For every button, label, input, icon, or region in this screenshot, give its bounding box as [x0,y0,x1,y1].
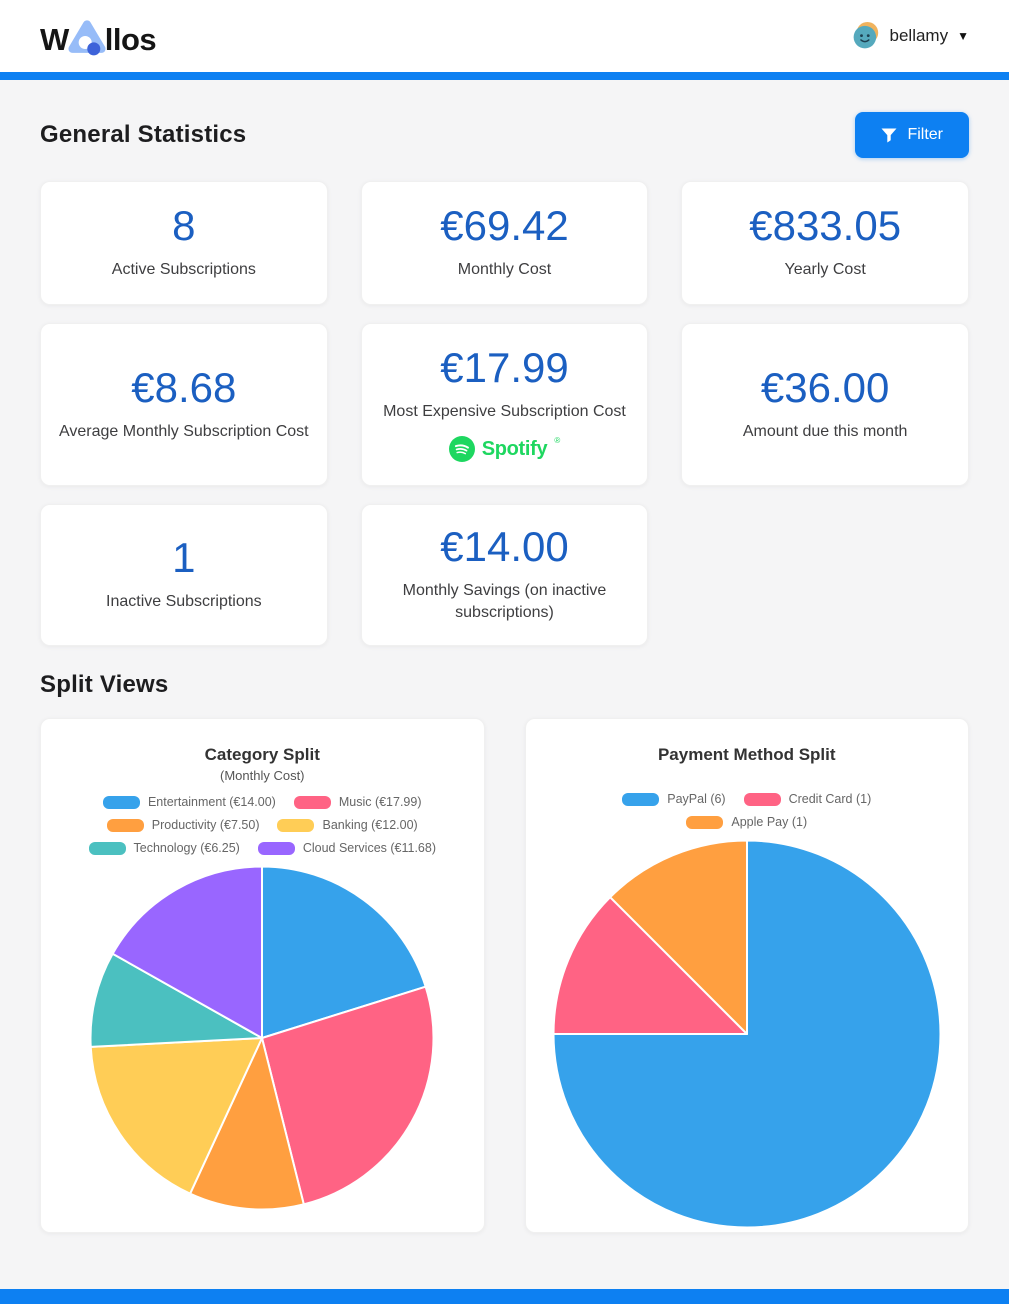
legend-label: Entertainment (€14.00) [147,795,276,809]
legend-label: Music (€17.99) [338,795,422,809]
stat-label: Amount due this month [742,422,908,440]
chart-title: Payment Method Split [657,745,836,764]
legend-swatch [686,815,724,829]
user-avatar [850,21,881,51]
legend-swatch [88,841,126,855]
stat-value: 8 [172,202,196,250]
stat-value: €36.00 [760,363,890,411]
pie-container [57,865,468,1211]
pie-slice-entertainment[interactable] [261,865,427,1039]
pie-slice-music[interactable] [261,985,435,1206]
legend-swatch [293,795,331,809]
stats-grid: 8 Active Subscriptions €69.42 Monthly Co… [40,181,969,646]
app-header: W llos bellamy ▼ [0,0,1009,72]
spotify-trademark: ® [554,436,561,446]
stat-label: Monthly Savings (on inactive subscriptio… [402,582,607,621]
stat-value: €14.00 [440,523,569,571]
payment-method-split-card: Payment Method Split PayPal (6) Credit Ca… [524,718,969,1233]
stat-card-inactive-subscriptions: 1 Inactive Subscriptions [40,504,328,646]
pie-container [542,839,953,1229]
header-accent-bar [0,72,1009,80]
logo-text-llos: llos [104,22,157,57]
legend-label: Banking (€12.00) [322,818,418,832]
pie-slice-technology[interactable] [89,952,264,1048]
category-split-card: Category Split (Monthly Cost) Entertainm… [40,718,485,1233]
stat-label: Average Monthly Subscription Cost [59,422,309,440]
stat-label: Inactive Subscriptions [106,593,262,611]
legend-item-apple-pay[interactable]: Apple Pay (1) [686,815,807,829]
stat-card-yearly-cost: €833.05 Yearly Cost [681,181,969,305]
filter-button-label: Filter [907,126,943,143]
legend-swatch [257,841,295,855]
username: bellamy [889,26,949,45]
legend-item-paypal[interactable]: PayPal (6) [622,792,726,806]
stat-card-amount-due: €36.00 Amount due this month [681,323,969,486]
spotify-icon [448,436,475,463]
legend-swatch [277,818,315,832]
legend-swatch [102,795,140,809]
pie-slice-banking[interactable] [89,1037,264,1195]
legend-label: Cloud Services (€11.68) [302,841,436,855]
legend-item-banking[interactable]: Banking (€12.00) [277,818,418,832]
filter-button[interactable]: Filter [855,112,969,158]
legend-label: PayPal (6) [667,792,726,806]
stat-card-most-expensive: €17.99 Most Expensive Subscription Cost … [360,323,649,486]
legend-swatch [106,818,144,832]
stat-value: €69.42 [440,202,569,250]
stat-label: Yearly Cost [784,261,866,279]
chart-legend: PayPal (6) Credit Card (1) Apple Pay (1) [555,792,939,829]
user-menu[interactable]: bellamy ▼ [850,21,969,51]
wallos-logo[interactable]: W llos [40,17,157,57]
pie-chart [552,839,942,1229]
pie-slice-cloud-services[interactable] [111,865,264,1039]
charts-grid: Category Split (Monthly Cost) Entertainm… [40,718,969,1233]
legend-item-credit-card[interactable]: Credit Card (1) [743,792,872,806]
stat-value: €833.05 [749,202,902,250]
legend-item-technology[interactable]: Technology (€6.25) [88,841,240,855]
pie-chart [89,865,435,1211]
chevron-down-icon: ▼ [957,29,969,43]
stat-label: Active Subscriptions [111,261,256,279]
stat-value: €8.68 [131,363,237,411]
legend-label: Credit Card (1) [788,792,872,806]
legend-item-productivity[interactable]: Productivity (€7.50) [106,818,260,832]
stat-value: 1 [172,534,196,582]
legend-label: Technology (€6.25) [133,841,240,855]
spotify-wordmark: Spotify [481,438,548,461]
pie-slice-paypal[interactable] [552,839,942,1229]
pie-slice-credit-card[interactable] [552,896,748,1035]
stat-label: Most Expensive Subscription Cost [383,402,626,420]
logo-text-w: W [40,22,69,57]
stat-card-active-subscriptions: 8 Active Subscriptions [40,181,328,305]
chart-title: Category Split [204,745,320,764]
legend-label: Productivity (€7.50) [151,818,260,832]
stat-label: Monthly Cost [457,261,552,279]
chart-subtitle: (Monthly Cost) [219,768,305,783]
general-statistics-title: General Statistics [40,121,247,148]
spotify-logo: Spotify ® [448,436,561,463]
stat-card-monthly-cost: €69.42 Monthly Cost [360,181,649,305]
filter-funnel-icon [881,128,897,143]
stat-card-monthly-savings: €14.00 Monthly Savings (on inactive subs… [360,504,649,646]
split-views-title: Split Views [40,671,169,698]
pie-slice-productivity[interactable] [189,1037,306,1211]
wallos-triangle-icon [67,19,107,57]
legend-item-entertainment[interactable]: Entertainment (€14.00) [102,795,276,809]
chart-legend: Entertainment (€14.00) Music (€17.99) Prod… [70,795,454,855]
stat-value: €17.99 [440,343,569,391]
footer-accent-bar [0,1289,1009,1304]
legend-swatch [622,792,660,806]
legend-item-music[interactable]: Music (€17.99) [293,795,422,809]
legend-swatch [743,792,781,806]
pie-slice-apple-pay[interactable] [608,839,748,1035]
legend-label: Apple Pay (1) [731,815,808,829]
legend-item-cloud-services[interactable]: Cloud Services (€11.68) [257,841,436,855]
stat-card-average-monthly-cost: €8.68 Average Monthly Subscription Cost [40,323,328,486]
